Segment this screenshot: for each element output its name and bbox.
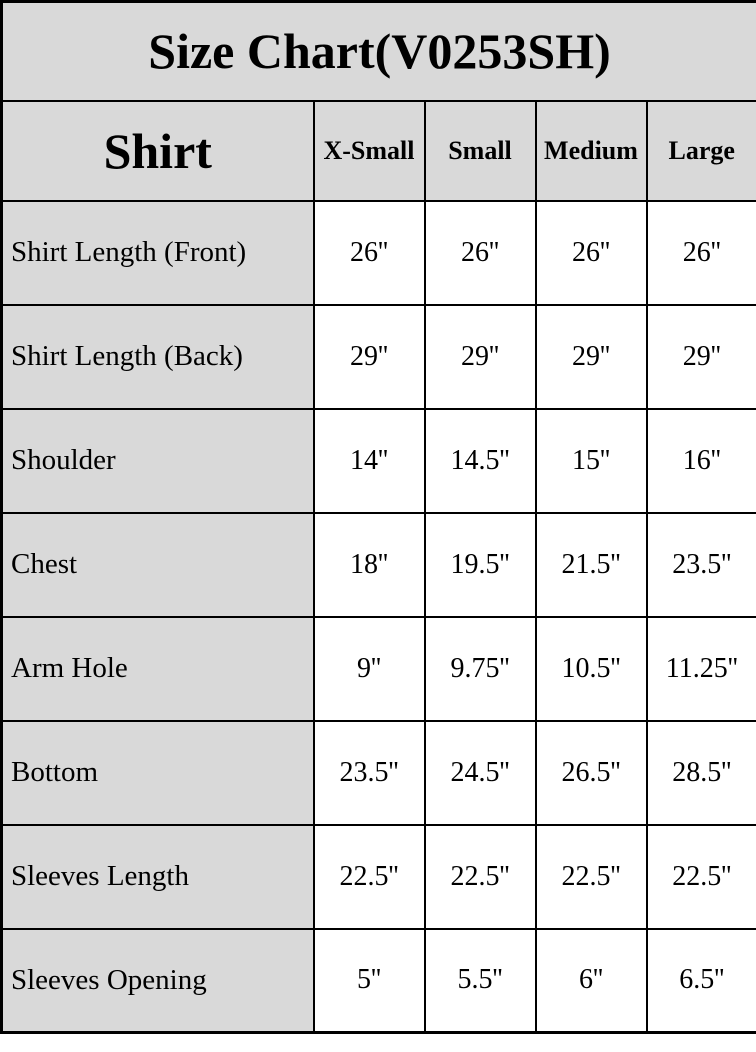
measurement-value: 14'' [312, 407, 426, 514]
measurement-value: 26'' [423, 199, 537, 306]
column-header-large: Large [645, 99, 756, 202]
measurement-value: 26.5'' [534, 719, 648, 826]
measurement-value: 26'' [534, 199, 648, 306]
table-row: Shirt Length (Back) 29'' 29'' 29'' 29'' [0, 303, 756, 410]
measurement-value: 16'' [645, 407, 756, 514]
measurement-value: 29'' [312, 303, 426, 410]
measurement-value: 6'' [534, 927, 648, 1034]
measurement-value: 6.5'' [645, 927, 756, 1034]
header-row: Shirt X-Small Small Medium Large [0, 99, 756, 202]
measurement-value: 9'' [312, 615, 426, 722]
measurement-value: 28.5'' [645, 719, 756, 826]
row-label: Shoulder [0, 407, 315, 514]
measurement-value: 29'' [645, 303, 756, 410]
measurement-value: 29'' [423, 303, 537, 410]
row-label: Chest [0, 511, 315, 618]
measurement-value: 10.5'' [534, 615, 648, 722]
column-header-medium: Medium [534, 99, 648, 202]
corner-label-shirt: Shirt [0, 99, 315, 202]
table-row: Arm Hole 9'' 9.75'' 10.5'' 11.25'' [0, 615, 756, 722]
measurement-value: 24.5'' [423, 719, 537, 826]
measurement-value: 22.5'' [645, 823, 756, 930]
measurement-value: 22.5'' [534, 823, 648, 930]
table-row: Chest 18'' 19.5'' 21.5'' 23.5'' [0, 511, 756, 618]
measurement-value: 15'' [534, 407, 648, 514]
measurement-value: 26'' [645, 199, 756, 306]
measurement-value: 5'' [312, 927, 426, 1034]
measurement-value: 11.25'' [645, 615, 756, 722]
measurement-value: 9.75'' [423, 615, 537, 722]
measurement-value: 18'' [312, 511, 426, 618]
measurement-value: 22.5'' [312, 823, 426, 930]
measurement-value: 23.5'' [312, 719, 426, 826]
row-label: Sleeves Length [0, 823, 315, 930]
row-label: Bottom [0, 719, 315, 826]
measurement-value: 29'' [534, 303, 648, 410]
measurement-value: 14.5'' [423, 407, 537, 514]
table-row: Sleeves Length 22.5'' 22.5'' 22.5'' 22.5'' [0, 823, 756, 930]
measurement-value: 23.5'' [645, 511, 756, 618]
title-row: Size Chart(V0253SH) [0, 0, 756, 102]
column-header-x-small: X-Small [312, 99, 426, 202]
measurement-value: 19.5'' [423, 511, 537, 618]
table-row: Shirt Length (Front) 26'' 26'' 26'' 26'' [0, 199, 756, 306]
measurement-value: 22.5'' [423, 823, 537, 930]
measurement-value: 26'' [312, 199, 426, 306]
row-label: Shirt Length (Front) [0, 199, 315, 306]
measurement-value: 5.5'' [423, 927, 537, 1034]
column-header-small: Small [423, 99, 537, 202]
table-row: Sleeves Opening 5'' 5.5'' 6'' 6.5'' [0, 927, 756, 1034]
row-label: Shirt Length (Back) [0, 303, 315, 410]
row-label: Arm Hole [0, 615, 315, 722]
chart-title: Size Chart(V0253SH) [0, 0, 756, 102]
measurement-value: 21.5'' [534, 511, 648, 618]
row-label: Sleeves Opening [0, 927, 315, 1034]
table-row: Bottom 23.5'' 24.5'' 26.5'' 28.5'' [0, 719, 756, 826]
table-row: Shoulder 14'' 14.5'' 15'' 16'' [0, 407, 756, 514]
